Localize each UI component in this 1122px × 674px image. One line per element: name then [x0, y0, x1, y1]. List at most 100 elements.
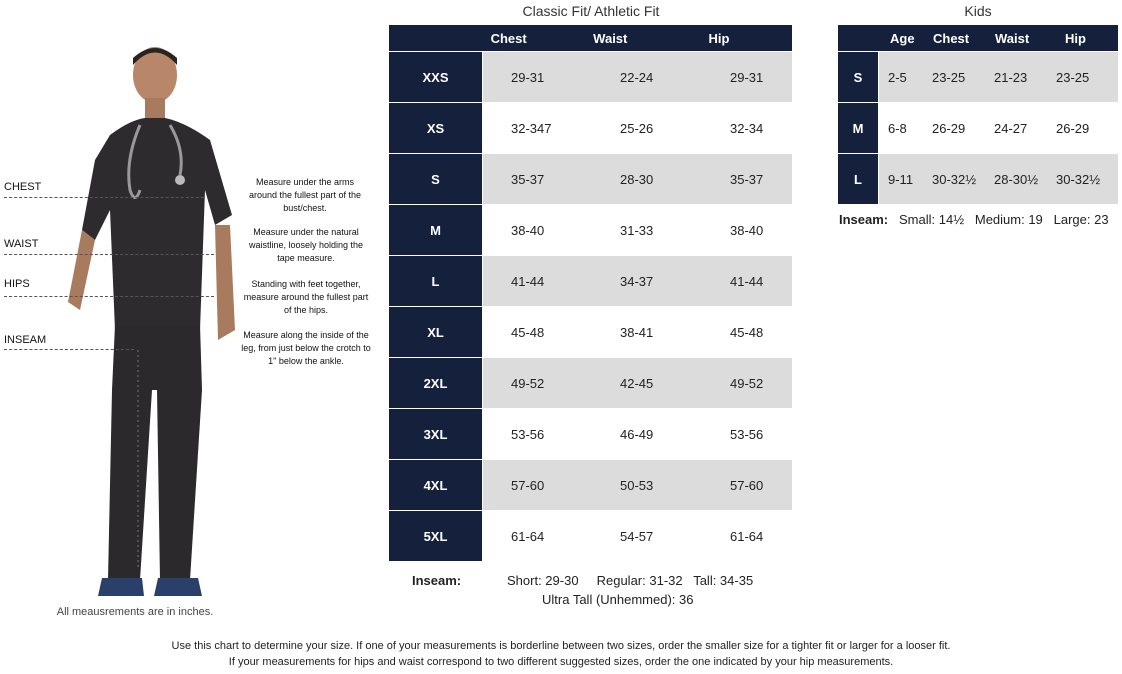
adult-row-bg [483, 103, 792, 153]
inseam-line [4, 349, 134, 350]
kids-header-row: Age Chest Waist Hip [838, 25, 1118, 51]
kids-chest-value: 23-25 [932, 69, 966, 85]
adult-row-bg [483, 409, 792, 459]
adult-size-cell: 3XL [389, 409, 482, 459]
adult-waist-value: 28-30 [620, 171, 654, 187]
adult-hip-value: 41-44 [730, 273, 764, 289]
hips-note: Standing with feet together, measure aro… [243, 279, 369, 315]
hips-label: HIPS [4, 278, 30, 290]
adult-size-cell: XXS [389, 52, 482, 102]
adult-waist-value: 34-37 [620, 273, 654, 289]
kids-hip-value: 26-29 [1056, 120, 1090, 136]
adult-header-waist: Waist [588, 25, 691, 51]
kids-row: S 2-5 23-25 21-23 23-25 [838, 52, 1118, 103]
adult-chest-value: 49-52 [511, 375, 545, 391]
kids-row-bg [879, 154, 1118, 204]
inseam-label: INSEAM [4, 334, 47, 346]
inseam-note: Measure along the inside of the leg, fro… [241, 330, 371, 366]
adult-row-bg [483, 205, 792, 255]
adult-chest-value: 35-37 [511, 171, 545, 187]
adult-chest-value: 45-48 [511, 324, 545, 340]
adult-waist-value: 25-26 [620, 120, 654, 136]
kids-hip-value: 23-25 [1056, 69, 1090, 85]
kids-waist-value: 28-30½ [994, 171, 1039, 187]
model-photo [68, 47, 235, 596]
adult-chest-value: 57-60 [511, 477, 545, 493]
adult-row-bg [483, 154, 792, 204]
kids-age-value: 9-11 [888, 171, 914, 187]
adult-waist-value: 46-49 [620, 426, 654, 442]
adult-row: XXS 29-31 22-24 29-31 [389, 52, 792, 103]
adult-header-chest: Chest [468, 25, 589, 51]
adult-hip-value: 38-40 [730, 222, 764, 238]
waist-note: Measure under the natural waistline, loo… [248, 227, 364, 263]
adult-inseam-line1: Short: 29-30 Regular: 31-32 Tall: 34-35 [507, 573, 754, 588]
kids-row-bg [879, 52, 1118, 102]
adult-waist-value: 54-57 [620, 528, 654, 544]
adult-row: 3XL 53-56 46-49 53-56 [389, 409, 792, 460]
chest-label: CHEST [4, 181, 42, 193]
adult-waist-value: 31-33 [620, 222, 654, 238]
footer-line-2: If your measurements for hips and waist … [228, 656, 894, 668]
kids-header-cell: Waist [995, 30, 1030, 46]
kids-row: L 9-11 30-32½ 28-30½ 30-32½ [838, 154, 1118, 205]
adult-chest-value: 38-40 [511, 222, 545, 238]
adult-row: M 38-40 31-33 38-40 [389, 205, 792, 256]
adult-row: S 35-37 28-30 35-37 [389, 154, 792, 205]
waist-label: WAIST [4, 238, 39, 250]
kids-age-value: 2-5 [888, 69, 907, 85]
kids-row: M 6-8 26-29 24-27 26-29 [838, 103, 1118, 154]
kids-age-value: 6-8 [888, 120, 907, 136]
adult-waist-value: 22-24 [620, 69, 654, 85]
units-note: All meausrements are in inches. [56, 606, 214, 618]
adult-row-bg [483, 511, 792, 561]
kids-chart-title: Kids [964, 3, 992, 19]
kids-waist-value: 21-23 [994, 69, 1028, 85]
chest-line [4, 197, 204, 198]
adult-header-row: Chest Waist Hip [389, 25, 792, 51]
adult-hip-value: 35-37 [730, 171, 764, 187]
adult-row: 2XL 49-52 42-45 49-52 [389, 358, 792, 409]
adult-row-bg [483, 460, 792, 510]
kids-chest-value: 26-29 [932, 120, 966, 136]
kids-inseam-label: Inseam: [839, 212, 889, 227]
kids-header-cell: Chest [933, 30, 970, 46]
adult-size-cell: 5XL [389, 511, 482, 561]
adult-size-cell: XS [389, 103, 482, 153]
adult-chest-value: 29-31 [511, 69, 545, 85]
adult-row-bg [483, 358, 792, 408]
adult-hip-value: 49-52 [730, 375, 764, 391]
adult-chest-value: 53-56 [511, 426, 545, 442]
kids-size-cell: L [838, 154, 878, 204]
kids-waist-value: 24-27 [994, 120, 1028, 136]
adult-hip-value: 45-48 [730, 324, 764, 340]
chest-note: Measure under the arms around the fulles… [248, 177, 362, 213]
adult-chest-value: 41-44 [511, 273, 545, 289]
adult-chest-value: 32-347 [511, 120, 552, 136]
adult-header-blank [389, 25, 469, 51]
adult-hip-value: 57-60 [730, 477, 764, 493]
kids-hip-value: 30-32½ [1056, 171, 1101, 187]
adult-size-cell: L [389, 256, 482, 306]
adult-row: L 41-44 34-37 41-44 [389, 256, 792, 307]
adult-size-cell: XL [389, 307, 482, 357]
waist-line [4, 254, 214, 255]
adult-row: 5XL 61-64 54-57 61-64 [389, 511, 792, 562]
kids-chest-value: 30-32½ [932, 171, 977, 187]
kids-row-bg [879, 103, 1118, 153]
adult-inseam-label: Inseam: [412, 573, 462, 588]
adult-row-bg [483, 307, 792, 357]
adult-size-table: Chest Waist Hip [389, 25, 792, 51]
adult-chest-value: 61-64 [511, 528, 545, 544]
adult-hip-value: 32-34 [730, 120, 764, 136]
adult-hip-value: 29-31 [730, 69, 764, 85]
adult-row-bg [483, 52, 792, 102]
hips-line [4, 296, 214, 297]
kids-size-cell: M [838, 103, 878, 153]
adult-hip-value: 61-64 [730, 528, 764, 544]
adult-chart-title: Classic Fit/ Athletic Fit [522, 3, 660, 19]
adult-hip-value: 53-56 [730, 426, 764, 442]
kids-header-cell: Hip [1065, 30, 1086, 46]
adult-size-cell: 2XL [389, 358, 482, 408]
footer-line-1: Use this chart to determine your size. I… [171, 640, 951, 652]
